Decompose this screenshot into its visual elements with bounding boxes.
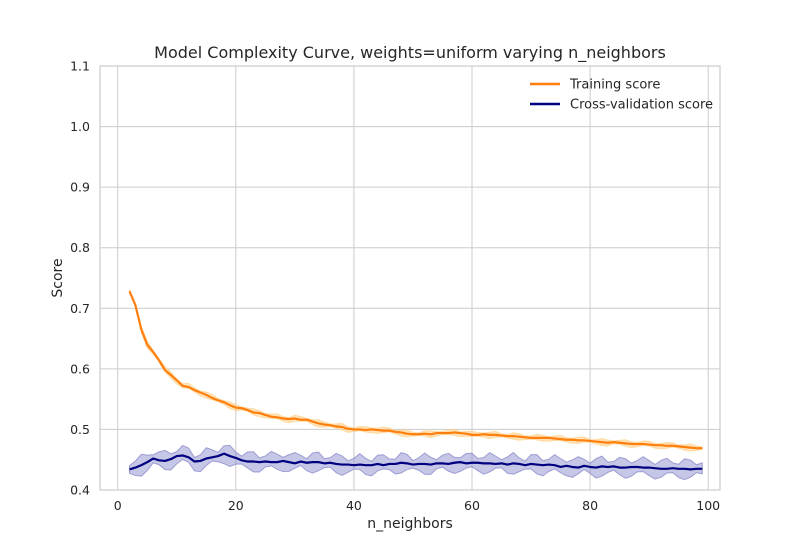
- x-axis-label: n_neighbors: [367, 516, 453, 532]
- x-tick-label: 20: [228, 498, 244, 513]
- series-line-training: [128, 290, 703, 450]
- chart-title: Model Complexity Curve, weights=uniform …: [154, 43, 666, 63]
- legend-label: Cross-validation score: [570, 98, 713, 113]
- legend-label: Training score: [569, 78, 660, 93]
- y-axis-label: Score: [50, 258, 66, 297]
- confidence-bands: [129, 289, 703, 481]
- y-tick-label: 0.5: [70, 422, 90, 437]
- confidence-band-cross-validation: [129, 444, 703, 481]
- y-tick-label: 1.1: [70, 59, 90, 74]
- y-tick-label: 0.4: [70, 483, 90, 498]
- plot-frame: [99, 65, 721, 491]
- tick-labels: 0 20 40 60 80 100 0.4 0.5 0.6 0.7 0.8 0.9 1.0 1.1: [70, 59, 720, 514]
- y-tick-label: 0.6: [70, 361, 90, 376]
- y-tick-label: 0.8: [70, 240, 90, 255]
- x-tick-label: 0: [114, 498, 122, 513]
- x-tick-label: 80: [582, 498, 598, 513]
- legend: Training score Cross-validation score: [530, 78, 713, 113]
- confidence-band-training: [129, 289, 703, 452]
- x-tick-label: 60: [464, 498, 480, 513]
- series-line-cross-validation: [129, 452, 703, 471]
- series-lines: [128, 290, 703, 471]
- y-tick-label: 1.0: [70, 119, 90, 134]
- x-tick-label: 40: [346, 498, 362, 513]
- grid-lines: [100, 65, 720, 491]
- y-tick-label: 0.9: [70, 180, 90, 195]
- x-tick-label: 100: [696, 498, 720, 513]
- y-tick-label: 0.7: [70, 301, 90, 316]
